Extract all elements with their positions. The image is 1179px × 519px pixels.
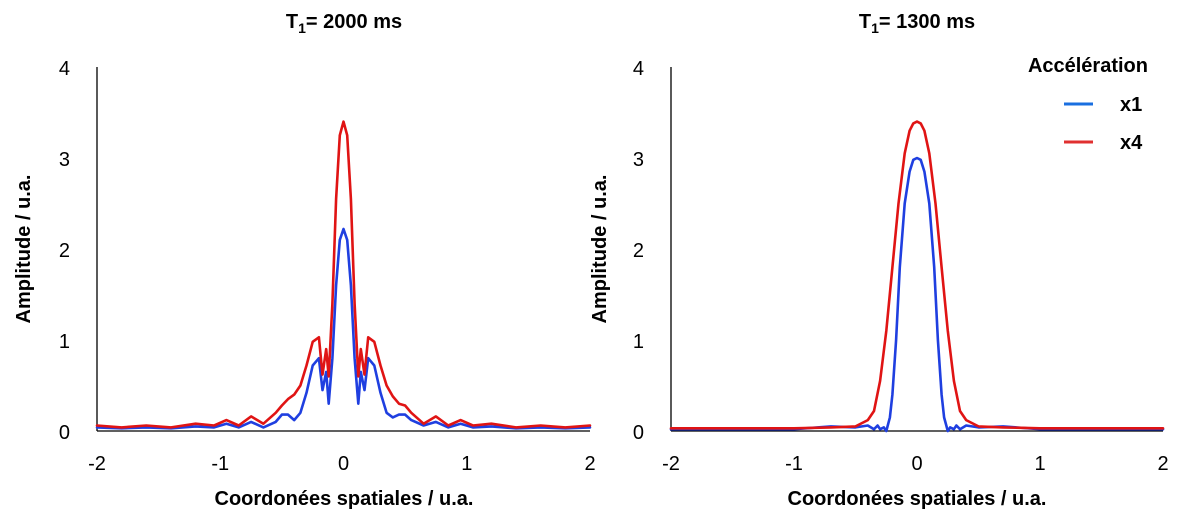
chart-right-title: T1= 1300 ms bbox=[859, 11, 975, 36]
chart-right-title-main: T bbox=[859, 11, 871, 33]
chart-left-x-ticks: -2 -1 0 1 2 bbox=[88, 453, 595, 475]
chart-left-y-tick-label: 2 bbox=[59, 240, 70, 262]
chart-left-title-sub: 1 bbox=[298, 20, 306, 36]
chart-left-x-tick-label: 2 bbox=[584, 453, 595, 475]
chart-right-legend: Accélération x1 x4 bbox=[1028, 55, 1148, 154]
chart-left-y-label: Amplitude / u.a. bbox=[13, 175, 35, 324]
chart-right-title-sub: 1 bbox=[871, 20, 879, 36]
chart-left-x-label: Coordonées spatiales / u.a. bbox=[215, 488, 474, 510]
chart-left-x-tick-label: -1 bbox=[211, 453, 229, 475]
chart-right-x-ticks: -2 -1 0 1 2 bbox=[662, 453, 1168, 475]
chart-left-series-x4 bbox=[95, 120, 592, 429]
chart-left-x-tick-label: 1 bbox=[461, 453, 472, 475]
chart-left-title: T1= 2000 ms bbox=[286, 11, 402, 36]
chart-right-x-tick-label: 1 bbox=[1034, 453, 1045, 475]
chart-right-y-ticks: 0 1 2 3 4 bbox=[633, 58, 644, 444]
chart-right-y-tick-label: 3 bbox=[633, 149, 644, 171]
chart-left-x-tick-label: -2 bbox=[88, 453, 106, 475]
chart-right-series-x4 bbox=[669, 120, 1165, 430]
chart-right-x-tick-label: -1 bbox=[785, 453, 803, 475]
legend-label-x1: x1 bbox=[1120, 94, 1142, 116]
chart-right-y-tick-label: 1 bbox=[633, 331, 644, 353]
chart-left-y-tick-label: 0 bbox=[59, 422, 70, 444]
chart-right-y-tick-label: 4 bbox=[633, 58, 644, 80]
chart-left-title-main: T bbox=[286, 11, 298, 33]
chart-right-x-label: Coordonées spatiales / u.a. bbox=[788, 488, 1047, 510]
chart-right-y-label: Amplitude / u.a. bbox=[589, 175, 611, 324]
legend-label-x4: x4 bbox=[1120, 132, 1143, 154]
chart-right-series bbox=[669, 120, 1165, 433]
chart-left-x-tick-label: 0 bbox=[338, 453, 349, 475]
chart-right-y-tick-label: 2 bbox=[633, 240, 644, 262]
chart-right-x-tick-label: 2 bbox=[1157, 453, 1168, 475]
chart-left-series-x1 bbox=[95, 227, 592, 430]
chart-right-title-rest: = 1300 ms bbox=[879, 11, 975, 33]
chart-left-y-tick-label: 3 bbox=[59, 149, 70, 171]
chart-left-y-tick-label: 4 bbox=[59, 58, 70, 80]
chart-right-y-tick-label: 0 bbox=[633, 422, 644, 444]
chart-left-y-tick-label: 1 bbox=[59, 331, 70, 353]
chart-left-y-ticks: 0 1 2 3 4 bbox=[59, 58, 70, 444]
chart-left-title-rest: = 2000 ms bbox=[306, 11, 402, 33]
chart-right-x-tick-label: 0 bbox=[911, 453, 922, 475]
chart-left-series bbox=[95, 120, 592, 430]
chart-right-x-tick-label: -2 bbox=[662, 453, 680, 475]
legend-title: Accélération bbox=[1028, 55, 1148, 77]
chart-right-series-x1 bbox=[669, 156, 1165, 433]
